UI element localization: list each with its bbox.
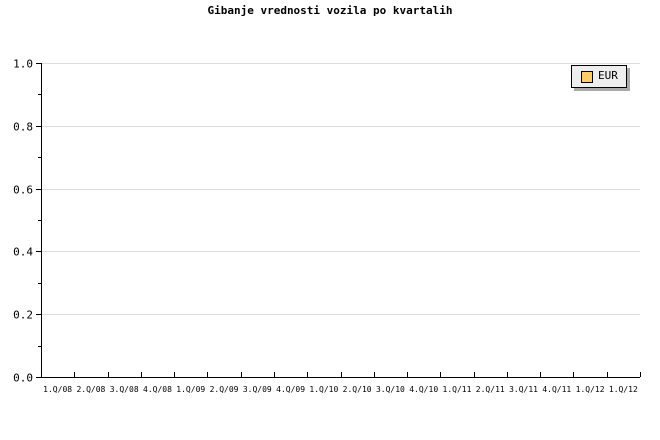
- legend-swatch-eur: [581, 71, 593, 83]
- x-tick-label: 3.Q/11: [509, 385, 538, 394]
- y-tick-label: 0.0: [13, 372, 33, 385]
- x-tick-label: 1.Q/12: [576, 385, 605, 394]
- x-tick-label: 2.Q/10: [343, 385, 372, 394]
- y-tick-label: 0.8: [13, 121, 33, 134]
- x-tick-label: 4.Q/11: [542, 385, 571, 394]
- x-tick-label: 1.Q/10: [309, 385, 338, 394]
- legend: EUR: [571, 65, 627, 88]
- y-tick-label: 0.6: [13, 184, 33, 197]
- x-tick-label: 1.Q/08: [43, 385, 72, 394]
- y-tick-label: 1.0: [13, 58, 33, 71]
- y-tick-label: 0.4: [13, 246, 33, 259]
- x-tick-label: 1.Q/11: [443, 385, 472, 394]
- x-tick-label: 4.Q/08: [143, 385, 172, 394]
- y-tick-label: 0.2: [13, 309, 33, 322]
- x-tick-label: 4.Q/09: [276, 385, 305, 394]
- x-tick-label: 2.Q/09: [210, 385, 239, 394]
- x-tick-label: 3.Q/08: [110, 385, 139, 394]
- x-tick-label: 3.Q/10: [376, 385, 405, 394]
- x-tick-label: 2.Q/08: [76, 385, 105, 394]
- x-tick-label: 1.Q/09: [176, 385, 205, 394]
- chart-title: Gibanje vrednosti vozila po kvartalih: [207, 4, 453, 17]
- x-tick-label: 2.Q/11: [476, 385, 505, 394]
- x-tick-label: 4.Q/10: [409, 385, 438, 394]
- legend-label-eur: EUR: [598, 69, 618, 82]
- x-tick-label: 3.Q/09: [243, 385, 272, 394]
- x-tick-label: 1.Q/12: [609, 385, 638, 394]
